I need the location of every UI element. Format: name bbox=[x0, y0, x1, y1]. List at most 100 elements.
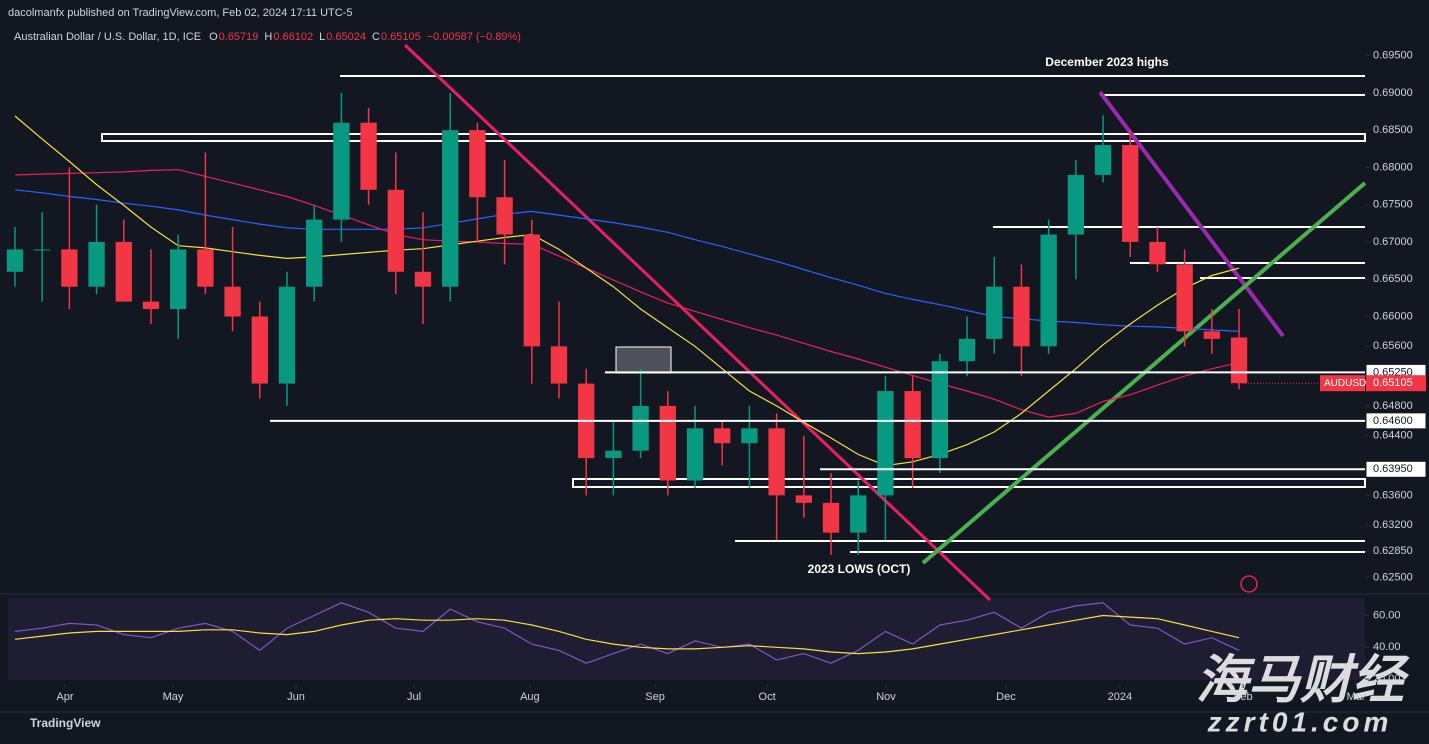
level-label: 0.63950 bbox=[1373, 463, 1413, 475]
y-tick-label: 0.66500 bbox=[1373, 273, 1413, 285]
candle-body bbox=[1149, 241, 1166, 265]
event-icon[interactable] bbox=[1240, 575, 1258, 593]
watermark: 海马财经 bbox=[1196, 652, 1410, 710]
h-zone bbox=[101, 133, 1366, 142]
rsi-panel bbox=[8, 598, 1365, 680]
y-tick-label: 0.62500 bbox=[1373, 571, 1413, 583]
x-tick-label: Nov bbox=[876, 691, 896, 703]
x-tick-label: Aug bbox=[520, 691, 540, 703]
y-tick-label: 0.68500 bbox=[1373, 124, 1413, 136]
legend-text: C bbox=[372, 31, 380, 43]
level-label: 0.64600 bbox=[1373, 415, 1413, 427]
candle-body bbox=[333, 122, 350, 220]
y-tick-label: 0.66000 bbox=[1373, 310, 1413, 322]
annotation: 2023 LOWS (OCT) bbox=[808, 562, 911, 576]
y-tick-label: 0.62850 bbox=[1373, 545, 1413, 557]
moving-average bbox=[14, 115, 1240, 467]
x-tick-label: Jun bbox=[287, 691, 305, 703]
rsi-tick-label: 40.00 bbox=[1373, 641, 1401, 653]
candle-body bbox=[496, 197, 513, 235]
candle-body bbox=[224, 286, 241, 317]
legend: Australian Dollar / U.S. Dollar, 1D, ICE… bbox=[14, 31, 521, 43]
rsi-tick-label: 20.00 bbox=[1373, 673, 1401, 685]
legend-text: O bbox=[209, 31, 218, 43]
y-tick-label: 0.68000 bbox=[1373, 161, 1413, 173]
candle-body bbox=[795, 495, 812, 503]
x-tick-label: Feb bbox=[1234, 691, 1253, 703]
x-tick-label: Jul bbox=[407, 691, 421, 703]
y-tick-label: 0.69500 bbox=[1373, 50, 1413, 62]
candle-body bbox=[1203, 331, 1221, 339]
candle-body bbox=[88, 241, 105, 287]
candle-body bbox=[877, 391, 894, 496]
x-tick-label: May bbox=[163, 691, 184, 703]
x-tick-label: Dec bbox=[996, 691, 1016, 703]
candle-body bbox=[850, 495, 867, 533]
candle-body bbox=[632, 405, 649, 451]
candle-body bbox=[115, 241, 132, 302]
candle-body bbox=[360, 122, 377, 190]
candle-body bbox=[414, 271, 432, 287]
candle-body bbox=[523, 234, 540, 347]
candle-body bbox=[1067, 174, 1085, 235]
candle-body bbox=[958, 338, 976, 362]
publisher: dacolmanfx published on TradingView.com,… bbox=[8, 7, 352, 19]
legend-text: 0.65024 bbox=[326, 31, 366, 43]
price-tag bbox=[1366, 375, 1426, 392]
legend-text: L bbox=[319, 31, 325, 43]
legend-text: −0.00587 (−0.89%) bbox=[427, 31, 521, 43]
watermark: zzrt01.com bbox=[1207, 706, 1393, 737]
y-tick-label: 0.67500 bbox=[1373, 199, 1413, 211]
candle-body bbox=[986, 286, 1003, 339]
candle-body bbox=[197, 249, 214, 287]
drawings bbox=[101, 75, 1366, 553]
candle-body bbox=[251, 316, 268, 384]
y-tick-label: 0.65600 bbox=[1373, 340, 1413, 352]
x-tick-label: Mar bbox=[1347, 691, 1366, 703]
rsi-tick-label: 60.00 bbox=[1373, 609, 1401, 621]
y-tick-label: 0.69000 bbox=[1373, 87, 1413, 99]
symbol-label: AUDUSD bbox=[1324, 378, 1366, 389]
candle-body bbox=[442, 130, 459, 287]
symbol-tag bbox=[1320, 375, 1365, 392]
candle-body bbox=[170, 249, 187, 310]
x-tick-label: Sep bbox=[645, 691, 665, 703]
legend-text: H bbox=[264, 31, 272, 43]
candle-body bbox=[1122, 145, 1139, 242]
highlight-box bbox=[615, 346, 672, 374]
y-tick-label: 0.63200 bbox=[1373, 519, 1413, 531]
x-tick-label: Oct bbox=[759, 691, 776, 703]
rsi-line bbox=[14, 602, 1240, 664]
moving-average bbox=[14, 189, 1240, 332]
legend-text: 0.66102 bbox=[273, 31, 313, 43]
candle-body bbox=[550, 346, 568, 384]
candle-body bbox=[387, 189, 404, 272]
level-tag bbox=[1365, 460, 1427, 478]
moving-average bbox=[14, 169, 1240, 418]
price-label: 0.65105 bbox=[1373, 377, 1413, 389]
candle-body bbox=[714, 428, 731, 444]
level-tag bbox=[1365, 412, 1427, 430]
candle-body bbox=[1094, 145, 1112, 175]
candle-body bbox=[686, 428, 704, 481]
candle-body bbox=[659, 405, 676, 481]
rsi-line bbox=[14, 614, 1240, 655]
y-tick-label: 0.64400 bbox=[1373, 430, 1413, 442]
branding: TradingView bbox=[30, 716, 101, 730]
candle-body bbox=[904, 391, 921, 459]
candle-body bbox=[278, 286, 296, 384]
x-tick-label: Apr bbox=[56, 691, 73, 703]
candle-body bbox=[741, 428, 758, 444]
h-zone bbox=[572, 478, 1366, 488]
candle-body bbox=[768, 428, 785, 496]
legend-text: Australian Dollar / U.S. Dollar, 1D, ICE bbox=[14, 31, 201, 43]
legend-text: 0.65105 bbox=[381, 31, 421, 43]
candle-body bbox=[1176, 264, 1193, 332]
candle-body bbox=[1040, 234, 1057, 347]
candle-body bbox=[61, 249, 78, 287]
annotation: December 2023 highs bbox=[1045, 55, 1169, 69]
candle-body bbox=[1230, 337, 1248, 384]
legend-text: 0.65719 bbox=[219, 31, 259, 43]
